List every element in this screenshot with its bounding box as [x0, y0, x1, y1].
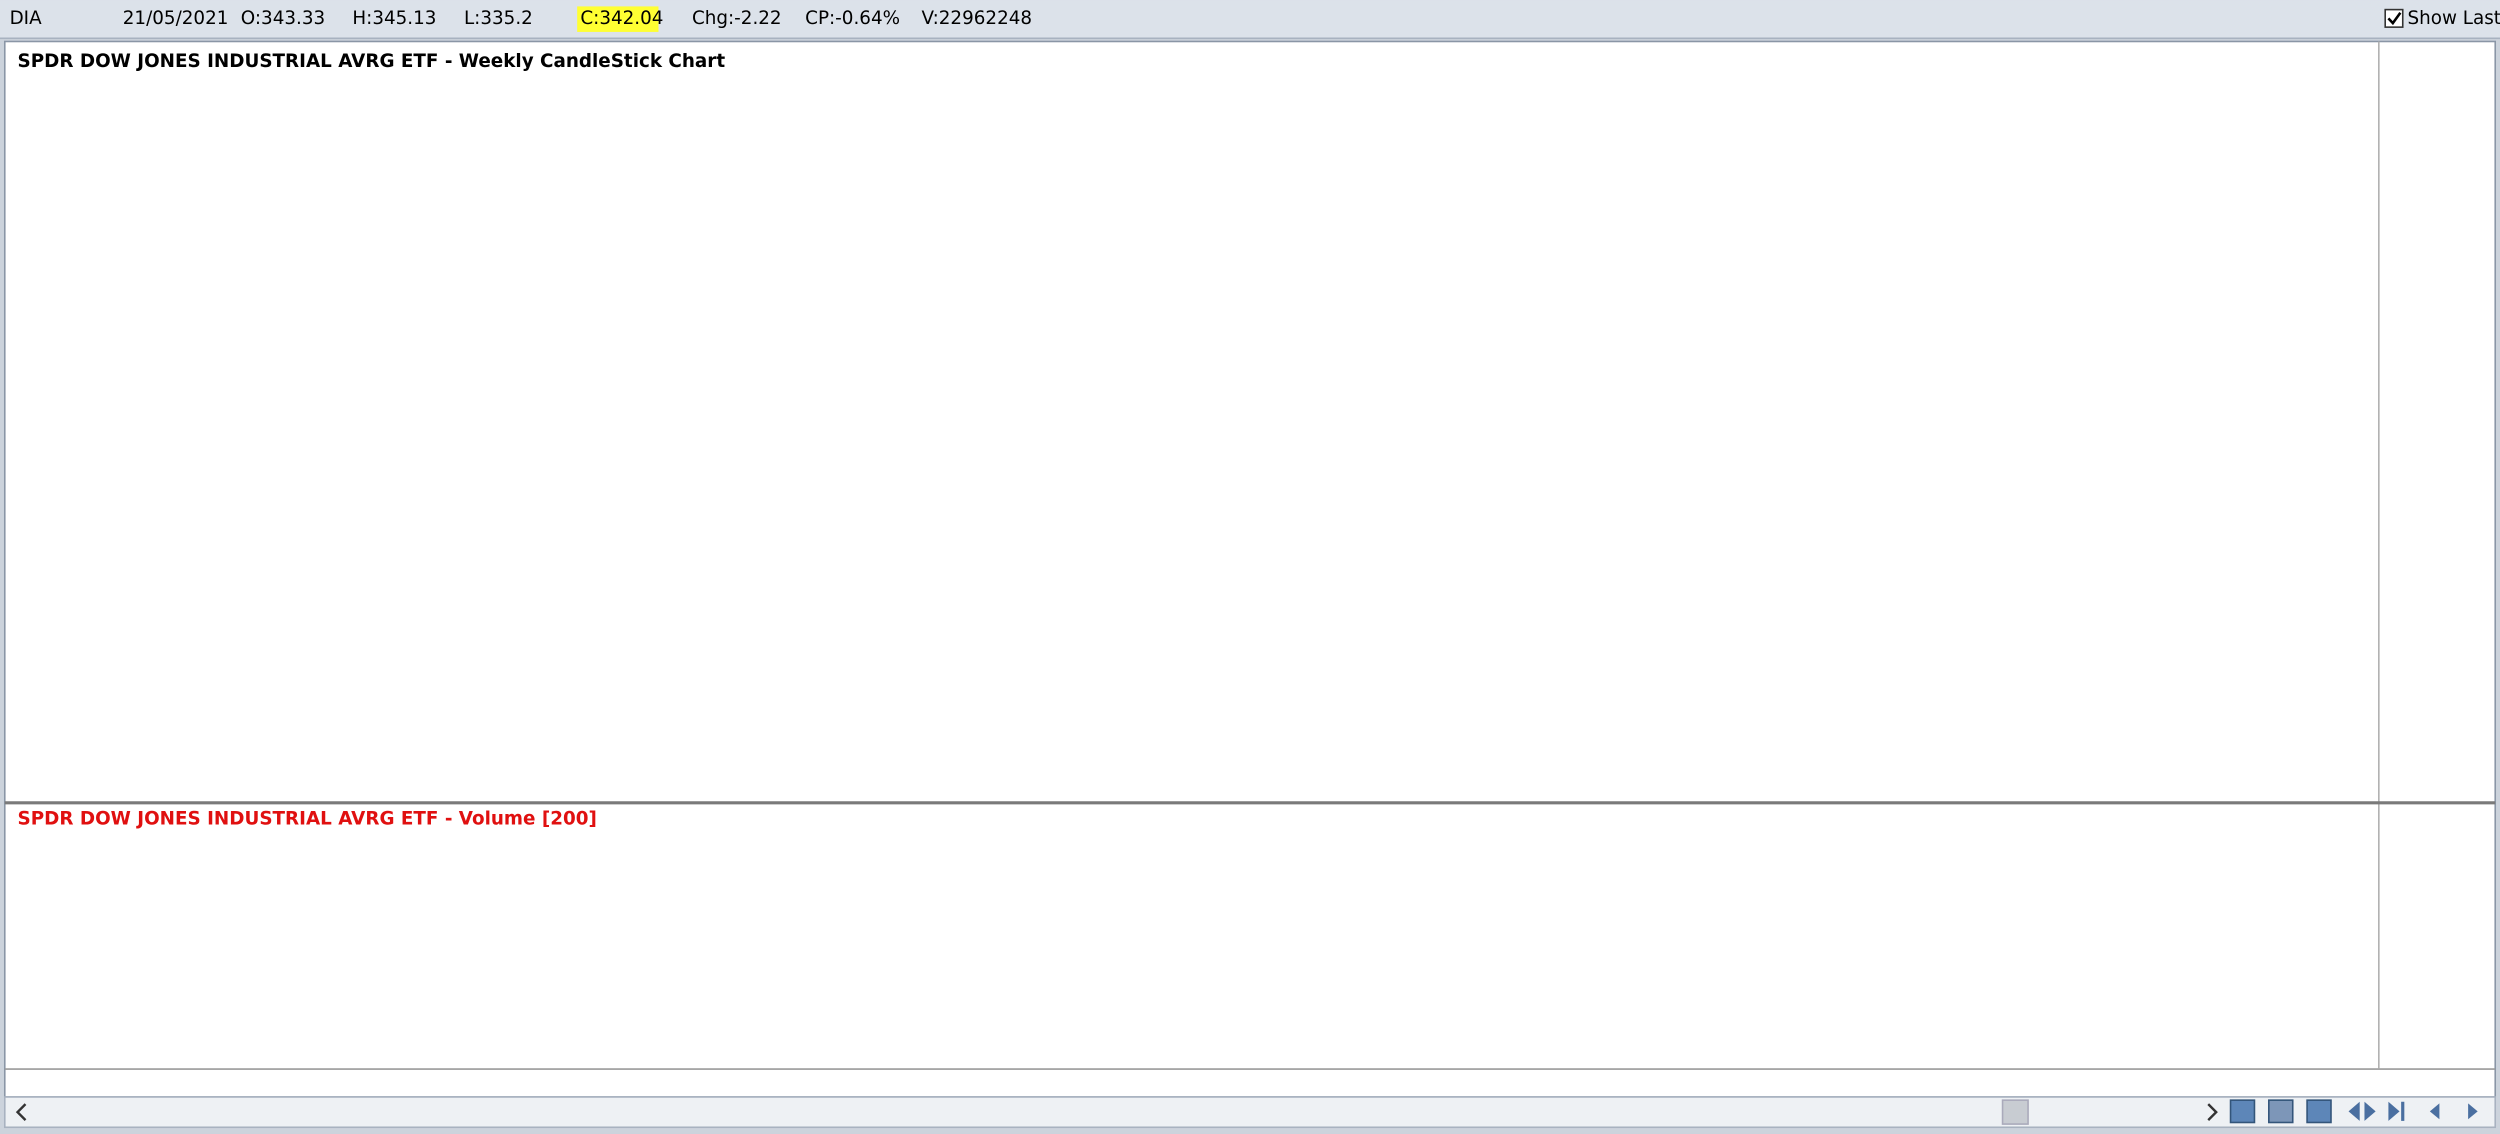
change-percent: CP:-0.64%	[805, 8, 900, 29]
nav-forward[interactable]	[2388, 1101, 2400, 1121]
checkbox-check	[2387, 12, 2402, 26]
tool-icon-3[interactable]	[2306, 1099, 2332, 1124]
nav-prev[interactable]	[2429, 1103, 2440, 1120]
show-last-checkbox[interactable]	[2384, 8, 2404, 28]
nav-first[interactable]	[2348, 1101, 2360, 1121]
chart-frame	[3, 40, 2497, 1098]
volume-panel-title: SPDR DOW JONES INDUSTRIAL AVRG ETF - Vol…	[18, 809, 597, 830]
header-bar	[0, 0, 2500, 39]
show-last-label: Show Last	[2408, 8, 2500, 29]
low-value: L:335.2	[464, 8, 533, 29]
nav-end-bar[interactable]	[2401, 1101, 2405, 1121]
close-highlight	[577, 6, 659, 32]
open-value: O:343.33	[241, 8, 325, 29]
scrollbar[interactable]	[3, 1096, 2497, 1129]
date: 21/05/2021	[123, 8, 229, 29]
scroll-thumb[interactable]	[2001, 1099, 2029, 1125]
nav-back[interactable]	[2364, 1101, 2376, 1121]
high-value: H:345.13	[352, 8, 436, 29]
scroll-left-arrow[interactable]	[15, 1103, 27, 1121]
scroll-right-arrow[interactable]	[2207, 1103, 2218, 1121]
volume-value: V:22962248	[922, 8, 1033, 29]
close-value: C:342.04	[580, 8, 663, 29]
tool-icon-2[interactable]	[2268, 1099, 2294, 1124]
price-panel-title: SPDR DOW JONES INDUSTRIAL AVRG ETF - Wee…	[18, 51, 726, 72]
nav-next[interactable]	[2468, 1103, 2478, 1120]
tool-icon-1[interactable]	[2229, 1099, 2256, 1124]
change-value: Chg:-2.22	[692, 8, 782, 29]
symbol: DIA	[10, 8, 43, 29]
